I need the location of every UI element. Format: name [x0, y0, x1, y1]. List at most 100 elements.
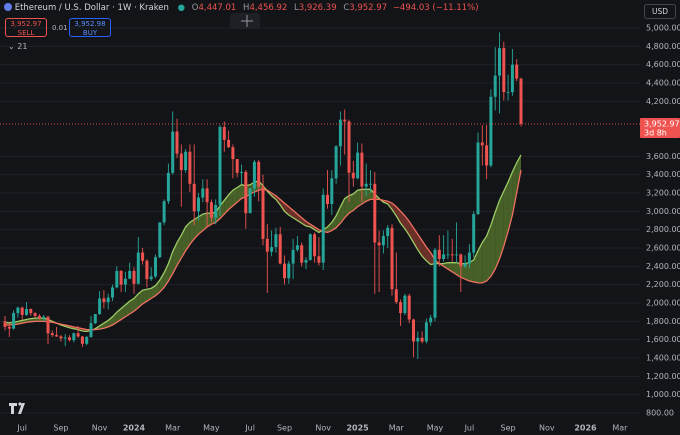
band-fill: [125, 301, 130, 317]
band-fill: [344, 195, 349, 218]
band-fill: [357, 189, 362, 207]
band-fill: [177, 235, 182, 266]
y-tick-label: 1,200.00: [646, 372, 680, 381]
candle-body: [201, 188, 205, 198]
price-tag-countdown: 3d 8h: [644, 128, 667, 137]
logo-shape: [9, 403, 25, 414]
band-fill: [486, 225, 491, 282]
band-fill: [35, 318, 40, 322]
y-tick-label: 4,400.00: [646, 78, 680, 87]
candle-body: [106, 297, 110, 303]
candle-body: [485, 145, 489, 166]
candle-body: [175, 131, 179, 154]
band-fill: [237, 184, 242, 203]
candle-body: [373, 183, 377, 243]
candle-body: [326, 194, 329, 204]
symbol[interactable]: Ethereum / U.S. Dollar · 1W · Kraken: [14, 3, 169, 13]
candle-body: [278, 234, 282, 264]
x-tick-label: Nov: [539, 424, 555, 433]
band-fill: [151, 285, 156, 299]
candle-body: [132, 270, 136, 284]
candle-body: [158, 222, 162, 258]
x-tick-label: Jul: [16, 424, 27, 433]
indicators-count: 21: [17, 42, 28, 51]
y-tick-label: 2,800.00: [646, 225, 680, 234]
indicators-toggle[interactable]: ⌄ 21: [8, 42, 27, 51]
candle-body: [308, 234, 312, 260]
candle-body: [231, 147, 235, 160]
ohlc-value: 3,952.97: [349, 3, 388, 13]
candle-body: [222, 126, 226, 140]
x-tick-label: Nov: [92, 424, 108, 433]
candle-body: [16, 307, 20, 314]
y-tick-label: 5,000.00: [646, 23, 680, 32]
x-tick-label: 2024: [123, 424, 146, 433]
currency-button[interactable]: USD: [644, 4, 676, 19]
candle-body: [257, 161, 261, 187]
candle-body: [343, 119, 347, 122]
candle-body: [270, 247, 274, 252]
band-fill: [215, 205, 220, 223]
band-fill: [460, 263, 466, 280]
candle-body: [459, 254, 463, 267]
band-fill: [512, 162, 517, 215]
candle-body: [519, 78, 523, 124]
band-fill: [108, 316, 113, 327]
candle-body: [7, 326, 11, 329]
candle-body: [304, 259, 308, 263]
band-fill: [129, 298, 134, 315]
candle-body: [184, 151, 188, 171]
buy-price: 3,952.98: [74, 20, 106, 28]
candle-body: [433, 249, 437, 318]
candle-body: [403, 295, 407, 314]
candle-body: [506, 92, 510, 93]
candle-body: [209, 202, 213, 218]
candle-body: [188, 151, 192, 184]
tv-logo: [9, 402, 25, 414]
candle-body: [412, 319, 415, 342]
candle-body: [218, 126, 222, 205]
candle-body: [136, 252, 140, 284]
candle-body: [46, 316, 50, 334]
band-fill: [181, 226, 186, 259]
price-tag-value: 3,952.97: [644, 119, 680, 128]
crosshair-icon[interactable]: [230, 13, 260, 29]
candle-body: [85, 336, 89, 344]
x-tick-label: Mar: [389, 424, 405, 433]
candle-body: [119, 270, 123, 285]
axes: 800.00 1,000.00 1,200.00 1,400.00 1,600.00 1,…: [0, 23, 680, 433]
band-fill: [490, 212, 496, 277]
y-tick-label: 3,200.00: [646, 188, 680, 197]
x-tick-label: Mar: [612, 424, 628, 433]
x-tick-label: Nov: [315, 424, 331, 433]
candle-body: [424, 322, 428, 342]
x-tick-label: 2026: [574, 424, 597, 433]
sell-button[interactable]: 3,952.97 SELL: [5, 18, 47, 37]
candle-body: [442, 254, 446, 260]
buy-label: BUY: [82, 29, 98, 37]
candle-body: [162, 201, 166, 223]
buy-button[interactable]: 3,952.98 BUY: [69, 18, 111, 37]
candle-body: [502, 48, 506, 93]
band-fill: [202, 213, 208, 231]
band-fill: [361, 189, 367, 204]
candle-body: [364, 183, 368, 187]
currency: USD: [651, 7, 669, 16]
x-tick-label: Sep: [53, 424, 68, 433]
candle-body: [98, 298, 102, 315]
candle-body: [467, 252, 471, 264]
candle-body: [55, 335, 59, 337]
candle-body: [171, 131, 175, 173]
candle-body: [472, 214, 476, 253]
x-tick-label: May: [203, 424, 220, 433]
candle-body: [93, 314, 97, 324]
candle-body: [450, 254, 454, 256]
y-tick-label: 1,800.00: [646, 317, 680, 326]
candle-body: [351, 172, 355, 179]
ohlc-value: 4,447.01: [198, 3, 237, 13]
band-fill: [159, 272, 165, 293]
candle-body: [356, 152, 360, 179]
candle-body: [240, 171, 243, 173]
y-tick-label: 3,400.00: [646, 170, 680, 179]
